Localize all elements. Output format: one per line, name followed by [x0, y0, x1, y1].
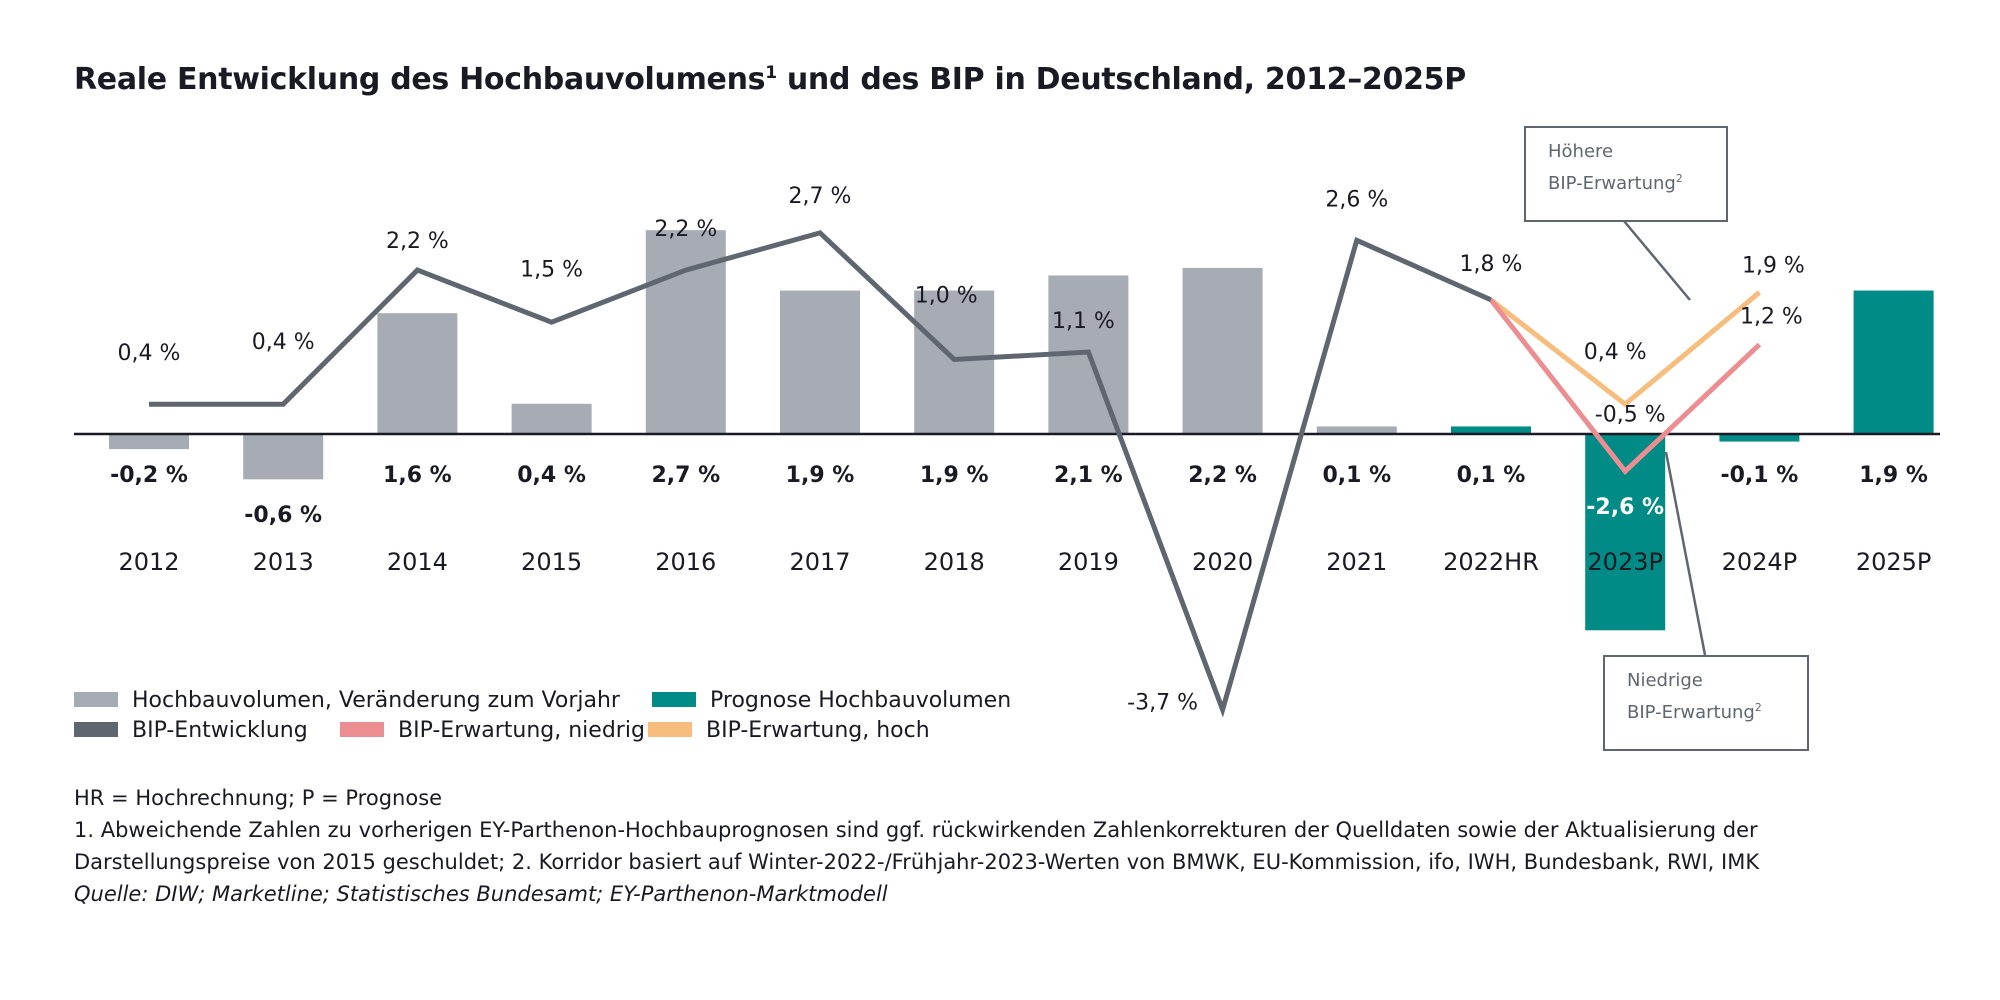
- year-label-2025P: 2025P: [1856, 548, 1932, 576]
- callout-high-line1: Höhere: [1548, 141, 1614, 162]
- callout-connectors: [1623, 220, 1707, 656]
- legend-item-bip-high: BIP-Erwartung, hoch: [648, 718, 930, 743]
- bip-label-2021: 2,6 %: [1325, 187, 1388, 212]
- callout-low-line2: BIP-Erwartung: [1627, 702, 1755, 723]
- footnote-abbrev: HR = Hochrechnung; P = Prognose: [74, 786, 443, 810]
- callout-low-expectation: Niedrige BIP-Erwartung2: [1603, 655, 1809, 751]
- year-label-2022HR: 2022HR: [1443, 548, 1539, 576]
- bar-value-label-2016: 2,7 %: [651, 463, 720, 488]
- bar-value-label-2022HR: 0,1 %: [1457, 463, 1526, 488]
- year-label-2019: 2019: [1058, 548, 1119, 576]
- legend-swatch-bar-forecast: [652, 691, 696, 707]
- bar-value-label-2018: 1,9 %: [920, 463, 989, 488]
- bar-2020: [1182, 267, 1263, 434]
- bar-value-label-2025P: 1,9 %: [1859, 463, 1928, 488]
- bar-2017: [780, 290, 860, 434]
- legend-label-bip-low: BIP-Erwartung, niedrig: [398, 718, 645, 743]
- bip-label-2020: -3,7 %: [1127, 691, 1198, 716]
- legend-label-bip-high: BIP-Erwartung, hoch: [706, 718, 930, 743]
- year-label-2012: 2012: [118, 548, 179, 576]
- bip-label-2019: 1,1 %: [1052, 309, 1115, 334]
- bar-2023P: [1585, 434, 1666, 631]
- bip-low-label-2023P: -0,5 %: [1595, 402, 1666, 427]
- bip-label-2012: 0,4 %: [118, 341, 181, 366]
- year-label-2023P: 2023P: [1587, 548, 1663, 576]
- bip-label-2013: 0,4 %: [252, 330, 315, 355]
- legend-label-bar-forecast: Prognose Hochbauvolumen: [710, 688, 1012, 713]
- year-label-2014: 2014: [387, 548, 448, 576]
- bar-2015: [511, 403, 592, 434]
- callout-low-connector: [1664, 451, 1707, 656]
- bar-value-label-2021: 0,1 %: [1322, 463, 1391, 488]
- bip-label-2022HR: 1,8 %: [1460, 252, 1523, 277]
- legend-item-bip: BIP-Entwicklung: [74, 718, 308, 743]
- lines-layer: [149, 230, 1762, 718]
- year-label-2015: 2015: [521, 548, 582, 576]
- legend-swatch-bip-high: [648, 721, 692, 737]
- chart-title-rest: und des BIP in Deutschland, 2012–2025P: [776, 62, 1466, 97]
- bip-label-2016: 2,2 %: [654, 217, 717, 242]
- bar-value-label-2012: -0,2 %: [110, 463, 188, 488]
- year-label-2018: 2018: [924, 548, 985, 576]
- bar-2014: [377, 313, 458, 434]
- year-label-2017: 2017: [789, 548, 850, 576]
- bar-value-label-2014: 1,6 %: [383, 463, 452, 488]
- bip-low-label-2024P: 1,2 %: [1740, 305, 1803, 330]
- year-label-2013: 2013: [253, 548, 314, 576]
- bip-high-label-2023P: 0,4 %: [1584, 340, 1647, 365]
- callout-high-connector: [1623, 220, 1691, 301]
- bar-2012: [109, 434, 189, 450]
- year-label-2020: 2020: [1192, 548, 1253, 576]
- chart-title: Reale Entwicklung des Hochbauvolumens1 u…: [74, 62, 1466, 97]
- bar-2018: [914, 290, 995, 434]
- legend-item-bar: Hochbauvolumen, Veränderung zum Vorjahr: [74, 688, 620, 713]
- legend-item-bip-low: BIP-Erwartung, niedrig: [340, 718, 645, 743]
- callout-low-footnote: 2: [1754, 701, 1762, 714]
- line-bip_low: [1489, 298, 1762, 475]
- bar-value-label-2019: 2,1 %: [1054, 463, 1123, 488]
- chart-title-footnote: 1: [765, 63, 777, 83]
- bar-2021: [1316, 426, 1397, 434]
- bar-value-label-2023P: -2,6 %: [1586, 495, 1664, 520]
- bar-2025P: [1853, 290, 1934, 434]
- footnotes: HR = Hochrechnung; P = Prognose 1. Abwei…: [74, 782, 1954, 910]
- source-note: Quelle: DIW; Marketline; Statistisches B…: [74, 882, 888, 906]
- bip-label-2018: 1,0 %: [915, 284, 978, 309]
- labels-layer: 2012 2013 2014 2015 2016 2017 2018 2019 2020 2021…: [110, 184, 1931, 716]
- legend-label-bar: Hochbauvolumen, Veränderung zum Vorjahr: [132, 688, 620, 713]
- footnote-1: 1. Abweichende Zahlen zu vorherigen EY-P…: [74, 818, 1758, 842]
- line-bip: [149, 230, 1493, 718]
- legend-item-bar-forecast: Prognose Hochbauvolumen: [652, 688, 1011, 713]
- bip-label-2017: 2,7 %: [789, 184, 852, 209]
- bar-2022HR: [1451, 426, 1531, 434]
- bar-value-label-2020: 2,2 %: [1188, 463, 1257, 488]
- legend-swatch-bip: [74, 721, 118, 737]
- bar-2024P: [1719, 434, 1800, 442]
- line-bip_high: [1489, 290, 1761, 408]
- callout-high-line2: BIP-Erwartung: [1548, 173, 1676, 194]
- bar-value-label-2017: 1,9 %: [786, 463, 855, 488]
- bar-value-label-2015: 0,4 %: [517, 463, 586, 488]
- bar-value-label-2013: -0,6 %: [244, 503, 322, 528]
- footnote-2: Darstellungspreise von 2015 geschuldet; …: [74, 850, 1760, 874]
- bars-layer: [109, 230, 1934, 631]
- bar-value-label-2024P: -0,1 %: [1720, 463, 1798, 488]
- legend-swatch-bar: [74, 691, 118, 707]
- bip-label-2014: 2,2 %: [386, 229, 449, 254]
- bip-high-label-2024P: 1,9 %: [1742, 253, 1805, 278]
- year-label-2024P: 2024P: [1722, 548, 1798, 576]
- year-label-2021: 2021: [1326, 548, 1387, 576]
- bip-label-2015: 1,5 %: [520, 257, 583, 282]
- callout-low-line1: Niedrige: [1627, 670, 1703, 691]
- callout-high-expectation: Höhere BIP-Erwartung2: [1524, 126, 1728, 222]
- chart-title-main: Reale Entwicklung des Hochbauvolumens: [74, 62, 766, 97]
- callout-high-footnote: 2: [1675, 172, 1683, 185]
- year-label-2016: 2016: [655, 548, 716, 576]
- legend-label-bip: BIP-Entwicklung: [132, 718, 308, 743]
- bar-2013: [243, 434, 324, 480]
- legend-swatch-bip-low: [340, 721, 384, 737]
